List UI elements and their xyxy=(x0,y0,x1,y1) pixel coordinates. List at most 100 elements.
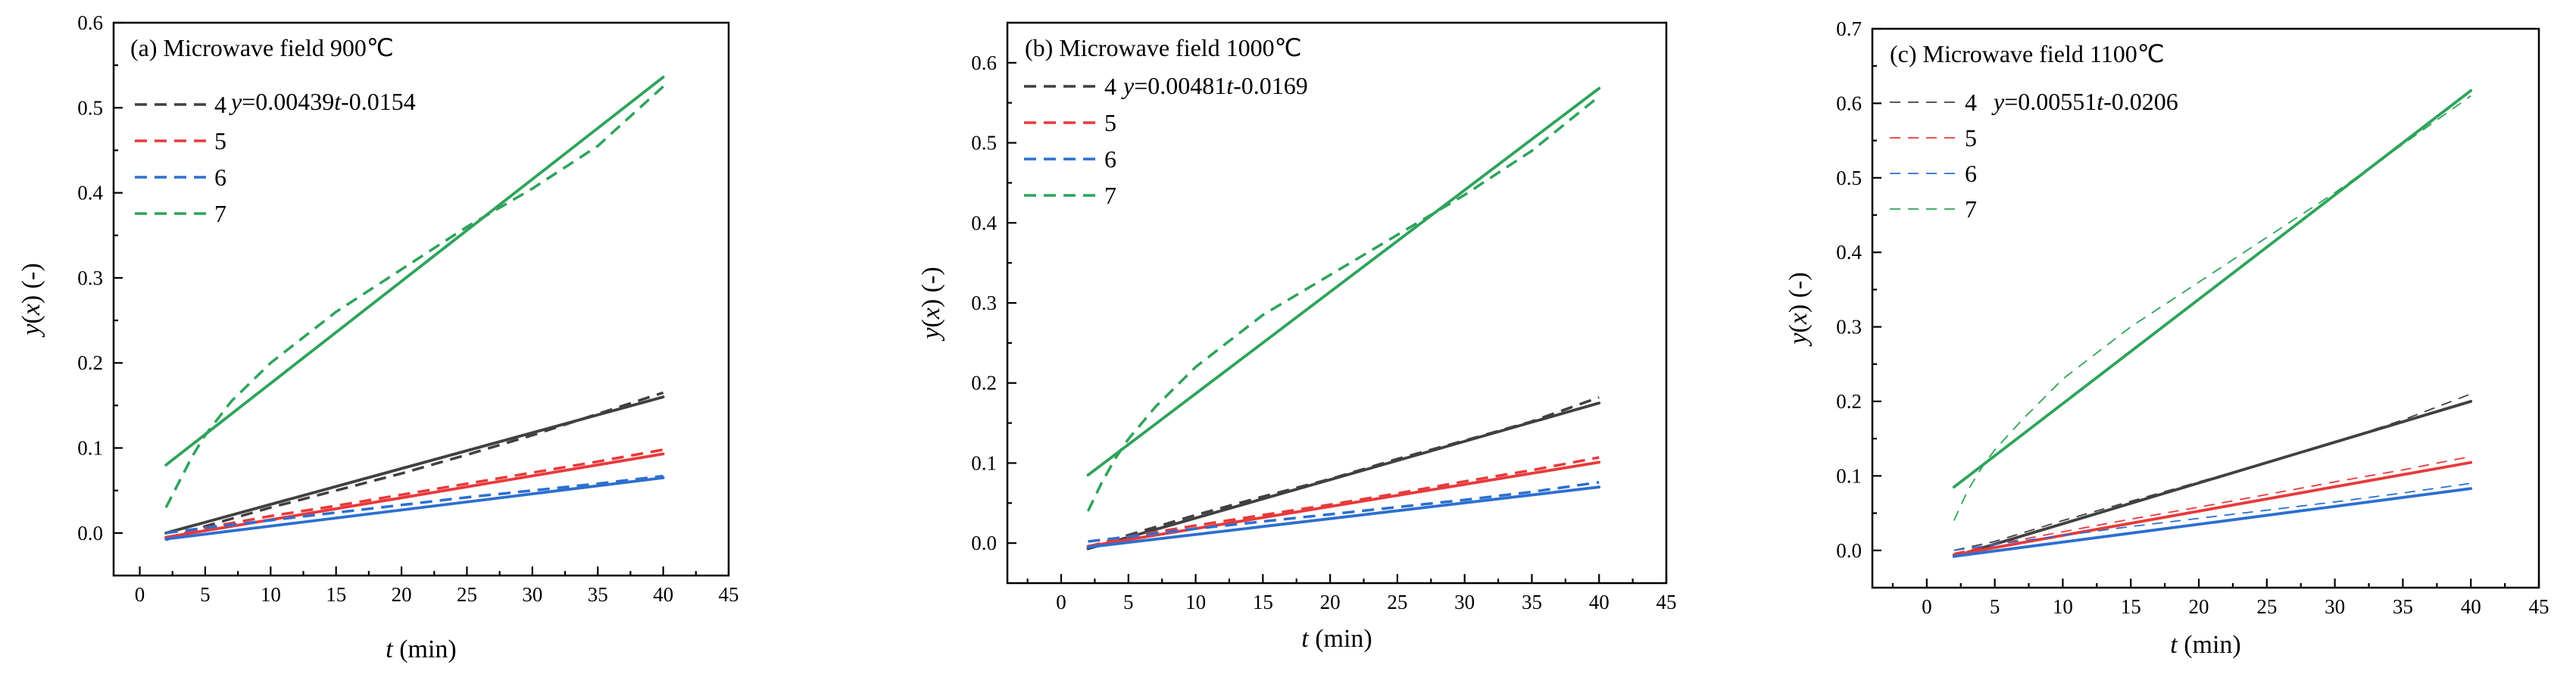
x-tick-label: 15 xyxy=(1253,591,1273,613)
x-tick-label: 15 xyxy=(2121,595,2141,618)
y-tick-label: 0.7 xyxy=(1836,17,1862,40)
y-tick-label: 0.5 xyxy=(1836,167,1862,189)
panel-b-legend: 4 5 6 7 xyxy=(1024,73,1116,209)
y-tick-label: 0.3 xyxy=(77,267,103,289)
panel-a-series xyxy=(164,75,665,541)
panel-a: 0 5 10 15 20 25 30 35 40 450.00.10.20.30.40.50.6 … xyxy=(17,11,739,663)
fit-line-series-6 xyxy=(1086,485,1601,549)
y-tick-label: 0.6 xyxy=(77,11,103,34)
panel-c-equation: y=0.00551t-0.0206 xyxy=(1991,88,2178,115)
fit-line-series-4 xyxy=(164,395,665,535)
x-tick-label: 20 xyxy=(392,583,412,606)
data-line-series-6 xyxy=(165,474,664,535)
x-tick-label: 0 xyxy=(135,583,145,606)
y-tick-label: 0.3 xyxy=(971,292,997,314)
x-tick-label: 0 xyxy=(1922,595,1932,618)
panel-c-title: (c) Microwave field 1100℃ xyxy=(1890,40,2165,67)
panel-c-axes: 0 5 10 15 20 25 30 35 40 450.00.10.20.30.40.50.60… xyxy=(1836,17,2549,618)
legend-label-5: 5 xyxy=(214,127,226,154)
fit-line-series-7 xyxy=(1952,89,2473,489)
y-tick-label: 0.4 xyxy=(77,182,103,204)
y-tick-label: 0.3 xyxy=(1836,316,1862,339)
legend-label-6: 6 xyxy=(214,164,226,191)
panel-b: 0 5 10 15 20 25 30 35 40 450.00.10.20.30.40.50.6 … xyxy=(917,21,1677,653)
data-line-series-6 xyxy=(1953,482,2471,551)
panel-b-y-axis-title: y(x) (-) xyxy=(917,267,945,341)
legend-label-4: 4 xyxy=(1104,73,1116,100)
y-tick-label: 0.1 xyxy=(971,451,997,474)
panel-c: 0 5 10 15 20 25 30 35 40 450.00.10.20.30.40.50.60… xyxy=(1784,17,2549,659)
data-line-series-4 xyxy=(1953,393,2471,551)
x-tick-label: 20 xyxy=(1320,591,1341,613)
panel-b-title: (b) Microwave field 1000℃ xyxy=(1025,34,1302,61)
x-tick-label: 40 xyxy=(1589,591,1610,613)
fit-line-series-7 xyxy=(1086,86,1601,477)
panel-a-axes: 0 5 10 15 20 25 30 35 40 45 0.0 0.1 0.2 0.3 0.4 0.5 0.6 xyxy=(77,11,738,606)
panel-c-y-axis-title: y(x) (-) xyxy=(1784,272,1813,346)
legend-label-7: 7 xyxy=(1965,195,1977,223)
legend-label-4: 4 xyxy=(214,91,226,118)
legend-label-5: 5 xyxy=(1104,109,1116,136)
y-tick-label: 0.5 xyxy=(77,96,103,119)
panel-a-frame xyxy=(112,21,730,577)
x-tick-label: 45 xyxy=(719,583,739,606)
panel-b-axes: 0 5 10 15 20 25 30 35 40 450.00.10.20.30.40.50.6 xyxy=(971,51,1676,613)
y-tick-label: 0.2 xyxy=(1836,390,1862,413)
panel-a-x-axis-title: t (min) xyxy=(386,635,457,663)
fit-line-series-6 xyxy=(164,476,665,541)
legend-label-6: 6 xyxy=(1104,145,1116,173)
panel-c-frame xyxy=(1871,27,2540,589)
panel-a-equation: y=0.00439t-0.0154 xyxy=(229,88,416,115)
x-tick-label: 35 xyxy=(2393,595,2413,618)
x-tick-label: 30 xyxy=(1454,591,1475,613)
legend-label-7: 7 xyxy=(214,200,226,227)
x-tick-label: 20 xyxy=(2189,595,2209,618)
panel-c-legend: 4 5 6 7 xyxy=(1890,89,1977,223)
y-tick-label: 0.0 xyxy=(77,522,103,545)
y-tick-label: 0.5 xyxy=(971,132,997,154)
y-tick-label: 0.0 xyxy=(971,532,997,554)
fit-line-series-7 xyxy=(164,75,665,466)
legend-label-4: 4 xyxy=(1965,89,1977,116)
data-line-series-7 xyxy=(1086,95,1600,512)
y-tick-label: 0.4 xyxy=(1836,241,1862,264)
data-line-series-4 xyxy=(165,391,664,541)
panel-a-legend: 4 5 6 7 xyxy=(135,91,226,227)
x-tick-label: 25 xyxy=(2256,595,2277,618)
y-tick-label: 0.1 xyxy=(77,437,103,460)
x-tick-label: 10 xyxy=(1185,591,1206,613)
x-tick-label: 45 xyxy=(2529,595,2549,618)
x-tick-label: 30 xyxy=(2325,595,2345,618)
x-tick-label: 40 xyxy=(653,583,673,606)
panel-c-series xyxy=(1952,89,2473,558)
y-tick-label: 0.4 xyxy=(971,211,997,234)
panel-b-equation: y=0.00481t-0.0169 xyxy=(1121,72,1308,99)
y-tick-label: 0.2 xyxy=(77,351,103,374)
data-line-series-6 xyxy=(1088,481,1600,543)
x-tick-label: 15 xyxy=(326,583,346,606)
x-tick-label: 35 xyxy=(588,583,608,606)
data-line-series-5 xyxy=(1953,455,2471,554)
y-tick-label: 0.1 xyxy=(1836,464,1862,487)
x-tick-label: 5 xyxy=(1990,595,2000,618)
panel-b-series xyxy=(1086,86,1601,551)
panel-a-y-axis-title: y(x) (-) xyxy=(17,263,45,337)
data-line-series-4 xyxy=(1088,396,1600,549)
data-line-series-7 xyxy=(1953,95,2471,521)
panel-b-x-axis-title: t (min) xyxy=(1301,625,1372,653)
y-tick-label: 0.0 xyxy=(1836,539,1862,562)
x-tick-label: 10 xyxy=(2053,595,2073,618)
x-tick-label: 45 xyxy=(1656,591,1677,613)
data-line-series-5 xyxy=(165,448,664,540)
x-tick-label: 10 xyxy=(261,583,281,606)
fit-line-series-5 xyxy=(1952,460,2473,557)
x-tick-label: 35 xyxy=(1522,591,1542,613)
y-tick-label: 0.2 xyxy=(971,372,997,395)
y-tick-label: 0.6 xyxy=(1836,92,1862,114)
panel-b-frame xyxy=(1006,21,1668,585)
x-tick-label: 30 xyxy=(522,583,542,606)
x-tick-label: 25 xyxy=(457,583,477,606)
fit-line-series-6 xyxy=(1952,487,2473,558)
legend-label-5: 5 xyxy=(1965,124,1977,151)
